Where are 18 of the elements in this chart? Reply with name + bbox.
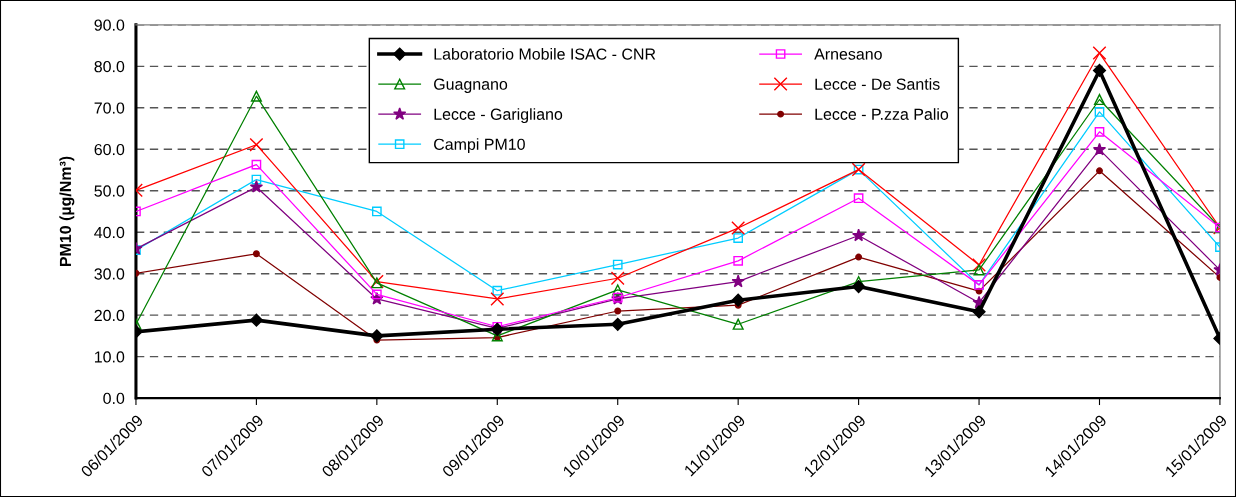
y-tick-label: 70.0	[94, 102, 125, 114]
y-tick-label: 40.0	[94, 226, 125, 239]
legend-label: Laboratorio Mobile ISAC - CNR	[434, 48, 656, 60]
y-tick-label: 90.0	[94, 19, 125, 31]
legend-label: Lecce - Garigliano	[434, 108, 563, 124]
y-axis-title: PM10 (µg/Nm³)	[59, 156, 75, 267]
y-tick-label: 10.0	[94, 351, 125, 363]
y-tick-label: 60.0	[94, 143, 125, 156]
legend-label: Arnesano	[814, 48, 882, 60]
y-tick-label: 80.0	[94, 60, 125, 73]
y-tick-label: 0.0	[103, 392, 125, 405]
legend-label: Lecce - De Santis	[815, 78, 940, 90]
legend-label: Campi PM10	[434, 138, 525, 154]
y-tick-label: 50.0	[94, 185, 125, 197]
legend-label: Guagnano	[434, 78, 508, 93]
legend-label: Lecce - P.zza Palio	[815, 108, 949, 120]
y-tick-label: 20.0	[94, 309, 125, 322]
y-tick-label: 30.0	[94, 268, 125, 280]
